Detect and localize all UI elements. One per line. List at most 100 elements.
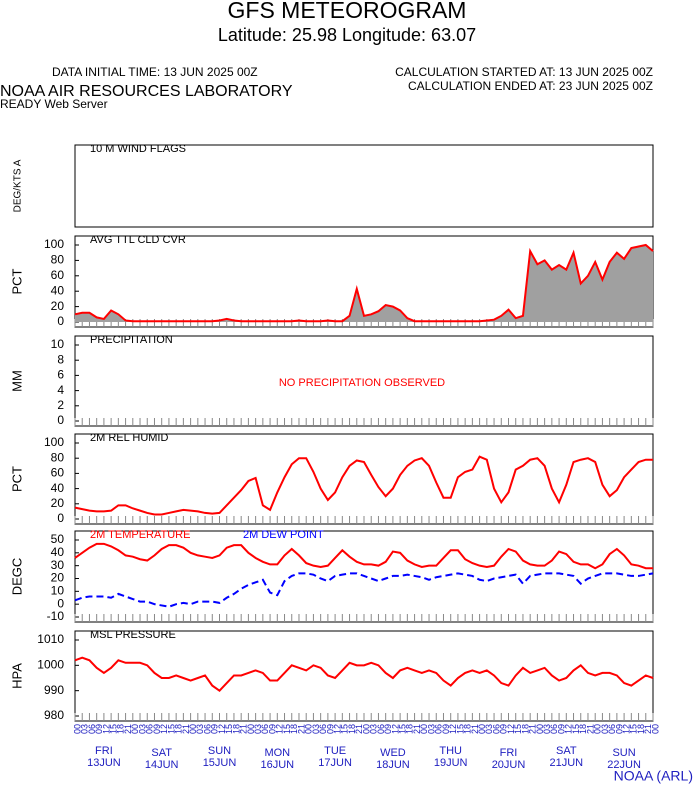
x-tick-label: 06 — [202, 724, 212, 734]
x-tick-label: 15 — [513, 724, 523, 734]
x-tick-label: 21 — [296, 724, 306, 734]
server: READY Web Server — [0, 97, 108, 111]
y-tick-label: -10 — [47, 609, 65, 623]
x-tick-label: 12 — [448, 724, 458, 734]
cloud-area — [75, 245, 653, 322]
date-label: 15JUN — [203, 757, 237, 769]
x-tick-label: 06 — [87, 724, 97, 734]
x-tick-label: 18 — [347, 724, 357, 734]
x-tick-label: 06 — [607, 724, 617, 734]
series-line — [74, 656, 654, 692]
x-tick-label: 15 — [109, 724, 119, 734]
x-tick-label: 09 — [325, 724, 335, 734]
y-axis-label: DEG/KTS A — [13, 159, 24, 212]
x-tick-label: 15 — [224, 724, 234, 734]
y-axis-label: PCT — [9, 268, 24, 294]
y-axis-label: HPA — [9, 663, 24, 689]
x-tick-label: 09 — [383, 724, 393, 734]
x-tick-label: 18 — [520, 724, 530, 734]
legend-entry: 2M TEMPERATURE — [90, 529, 190, 541]
x-tick-label: 18 — [174, 724, 184, 734]
y-tick-label: 1010 — [37, 632, 64, 646]
y-tick-label: 980 — [44, 708, 64, 722]
x-tick-label: 00 — [477, 724, 487, 734]
x-tick-label: 00 — [535, 724, 545, 734]
x-tick-label: 12 — [390, 724, 400, 734]
y-tick-label: 6 — [57, 368, 64, 382]
x-tick-label: 03 — [369, 724, 379, 734]
date-label: 14JUN — [145, 759, 179, 771]
x-tick-label: 15 — [398, 724, 408, 734]
x-tick-label: 18 — [636, 724, 646, 734]
x-tick-label: 21 — [239, 724, 249, 734]
day-label: FRI — [500, 747, 518, 759]
x-tick-label: 09 — [267, 724, 277, 734]
y-axis-label: DEGC — [9, 558, 24, 596]
day-label: SAT — [151, 747, 172, 759]
x-tick-label: 21 — [412, 724, 422, 734]
panel-title: PRECIPITATION — [90, 334, 173, 346]
y-tick-label: 990 — [44, 683, 64, 697]
x-tick-label: 12 — [275, 724, 285, 734]
footer: NOAA (ARL) — [614, 768, 693, 784]
subtitle: Latitude: 25.98 Longitude: 63.07 — [218, 25, 476, 45]
date-label: 19JUN — [434, 757, 468, 769]
x-tick-label: 00 — [246, 724, 256, 734]
x-tick-label: 12 — [332, 724, 342, 734]
x-tick-label: 00 — [593, 724, 603, 734]
day-label: FRI — [95, 745, 113, 757]
x-tick-label: 06 — [491, 724, 501, 734]
x-tick-label: 09 — [499, 724, 509, 734]
x-tick-label: 00 — [188, 724, 198, 734]
date-label: 16JUN — [260, 759, 294, 771]
panel-title: 2M REL HUMID — [90, 432, 168, 444]
x-tick-label: 09 — [614, 724, 624, 734]
x-tick-label: 06 — [260, 724, 270, 734]
y-tick-label: 60 — [51, 466, 65, 480]
x-tick-label: 18 — [463, 724, 473, 734]
y-tick-label: 40 — [51, 283, 65, 297]
day-label: MON — [264, 747, 290, 759]
day-label: THU — [439, 745, 462, 757]
x-tick-label: 18 — [231, 724, 241, 734]
x-tick-label: 15 — [571, 724, 581, 734]
panel-frame — [74, 630, 654, 722]
y-tick-label: 0 — [57, 596, 64, 610]
date-label: 22JUN — [607, 759, 641, 771]
x-tick-label: 03 — [311, 724, 321, 734]
panel-title: MSL PRESSURE — [90, 629, 176, 641]
y-tick-label: 40 — [51, 545, 65, 559]
y-axis-label: PCT — [9, 466, 24, 492]
date-label: 17JUN — [318, 757, 352, 769]
x-tick-label: 21 — [123, 724, 133, 734]
y-axis-label: MM — [9, 370, 24, 392]
x-tick-label: 09 — [152, 724, 162, 734]
y-tick-label: 10 — [51, 584, 65, 598]
series-line — [74, 572, 654, 608]
x-tick-label: 06 — [376, 724, 386, 734]
x-tick-label: 09 — [94, 724, 104, 734]
x-tick-label: 21 — [643, 724, 653, 734]
x-tick-label: 03 — [484, 724, 494, 734]
x-tick-label: 18 — [578, 724, 588, 734]
x-tick-label: 00 — [304, 724, 314, 734]
x-tick-label: 21 — [528, 724, 538, 734]
y-tick-label: 10 — [51, 337, 65, 351]
x-tick-label: 15 — [455, 724, 465, 734]
title: GFS METEOROGRAM — [228, 0, 467, 23]
x-tick-label: 06 — [549, 724, 559, 734]
x-tick-label: 00 — [361, 724, 371, 734]
y-tick-label: 80 — [51, 253, 65, 267]
y-tick-label: 100 — [44, 435, 64, 449]
x-tick-label: 21 — [585, 724, 595, 734]
x-tick-label: 15 — [282, 724, 292, 734]
annotation: NO PRECIPITATION OBSERVED — [279, 377, 445, 389]
x-tick-label: 09 — [441, 724, 451, 734]
date-label: 21JUN — [549, 757, 583, 769]
x-tick-label: 12 — [506, 724, 516, 734]
series-line — [74, 455, 653, 516]
y-tick-label: 20 — [51, 299, 65, 313]
org: NOAA AIR RESOURCES LABORATORY — [0, 83, 293, 100]
series-line — [74, 542, 653, 570]
x-tick-label: 15 — [340, 724, 350, 734]
